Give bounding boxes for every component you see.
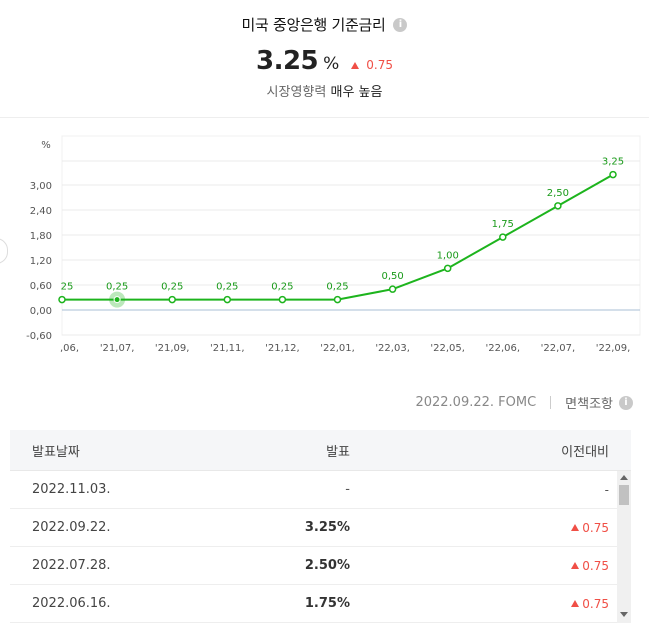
data-label: 0,25 xyxy=(271,282,293,293)
data-point xyxy=(333,295,342,304)
row-change: - xyxy=(604,482,609,497)
row-change-value: 0.75 xyxy=(582,520,609,535)
y-tick-label: 2,40 xyxy=(30,206,52,217)
data-label: 0,25 xyxy=(326,282,348,293)
y-tick-label: 0,00 xyxy=(30,306,52,317)
header-change: 이전대비 xyxy=(561,444,609,460)
y-tick-label: 1,20 xyxy=(30,256,52,267)
data-point xyxy=(168,295,176,304)
up-arrow-icon xyxy=(351,62,360,69)
data-label: 0,25 xyxy=(216,282,238,293)
header-date: 발표날짜 xyxy=(32,444,80,460)
data-label: 3,25 xyxy=(602,157,624,168)
table-scrollbar[interactable] xyxy=(617,471,631,623)
data-point xyxy=(58,295,66,304)
source-meeting: 2022.09.22. FOMC xyxy=(415,395,537,410)
x-tick-label: '21,11, xyxy=(210,343,245,354)
up-arrow-icon xyxy=(571,599,580,607)
row-change: 0.75 xyxy=(350,559,631,573)
header-value: 발표 xyxy=(326,444,350,460)
table-row: 2022.07.28. 2.50% 0.75 xyxy=(10,547,631,585)
disclaimer-link[interactable]: 면책조항 xyxy=(565,397,613,412)
scroll-down-icon[interactable] xyxy=(620,612,628,617)
y-axis-unit: % xyxy=(41,140,51,151)
scroll-up-icon[interactable] xyxy=(620,475,628,480)
rate-header: 미국 중앙은행 기준금리 i 3.25 % 0.75 시장영향력 매우 높음 xyxy=(0,0,649,117)
influence-label: 시장영향력 xyxy=(266,85,327,100)
data-label: 1,75 xyxy=(492,219,514,230)
y-tick-label: 0,60 xyxy=(30,281,52,292)
influence-value: 매우 높음 xyxy=(330,85,383,100)
y-tick-label: -0,60 xyxy=(26,331,52,342)
x-tick-label: '22,09, xyxy=(596,343,631,354)
row-value: - xyxy=(345,482,350,497)
up-arrow-icon xyxy=(571,561,580,569)
data-label: 0,25 xyxy=(106,282,128,293)
data-point xyxy=(278,295,287,304)
data-point xyxy=(113,296,121,304)
x-tick-label: '21,07, xyxy=(100,343,135,354)
row-date: 2022.11.03. xyxy=(32,482,111,497)
x-tick-label: '22,05, xyxy=(430,343,465,354)
data-point xyxy=(499,233,507,241)
row-value: 1.75% xyxy=(304,596,350,611)
title-row: 미국 중앙은행 기준금리 i xyxy=(0,14,649,35)
rate-unit: % xyxy=(323,54,340,74)
data-label: 1,00 xyxy=(437,250,459,261)
market-influence: 시장영향력 매우 높음 xyxy=(0,81,649,100)
data-label: 0,50 xyxy=(381,271,403,282)
table-row: 2022.06.16. 1.75% 0.75 xyxy=(10,585,631,623)
row-change: 0.75 xyxy=(350,521,631,535)
table-row: 2022.11.03. - - xyxy=(10,471,631,509)
info-icon[interactable]: i xyxy=(393,17,408,32)
chart-area: % 3,00 2,40 1,80 1,20 0,60 0,00 -0,60 ,06, '21,07… xyxy=(0,117,649,384)
row-value: 3.25% xyxy=(304,520,350,535)
page-title: 미국 중앙은행 기준금리 xyxy=(241,16,386,34)
data-point xyxy=(223,295,232,304)
data-label: 2,50 xyxy=(547,188,569,199)
data-label: 25 xyxy=(61,282,74,293)
rate-line-chart: % 3,00 2,40 1,80 1,20 0,60 0,00 -0,60 ,06, '21,07… xyxy=(26,135,641,354)
row-change-value: 0.75 xyxy=(582,558,609,573)
rate-row: 3.25 % 0.75 xyxy=(0,46,649,76)
x-tick-label: '22,07, xyxy=(541,343,576,354)
data-point xyxy=(388,285,397,293)
data-point xyxy=(554,202,562,210)
rate-change: 0.75 xyxy=(366,58,394,72)
row-change: 0.75 xyxy=(350,597,631,611)
table-row: 2022.09.22. 3.25% 0.75 xyxy=(10,509,631,547)
x-tick-label: '21,12, xyxy=(265,343,300,354)
data-label: 0,25 xyxy=(161,282,183,293)
announcement-table: 발표날짜 발표 이전대비 2022.11.03. - - 2022.09.22.… xyxy=(10,430,631,623)
scroll-thumb[interactable] xyxy=(619,485,629,505)
data-point xyxy=(609,170,617,179)
divider xyxy=(550,396,552,409)
x-tick-label: '21,09, xyxy=(155,343,190,354)
table-header: 발표날짜 발표 이전대비 xyxy=(10,430,631,471)
info-icon[interactable]: i xyxy=(619,395,633,410)
x-tick-label: '22,03, xyxy=(375,343,410,354)
current-rate: 3.25 xyxy=(255,46,319,76)
up-arrow-icon xyxy=(571,523,580,531)
x-tick-label: ,06, xyxy=(60,343,79,354)
y-tick-label: 3,00 xyxy=(30,181,52,192)
row-change-value: 0.75 xyxy=(582,596,609,611)
x-tick-label: '22,06, xyxy=(486,343,521,354)
row-date: 2022.06.16. xyxy=(32,596,111,611)
y-tick-label: 1,80 xyxy=(30,231,52,242)
row-date: 2022.07.28. xyxy=(32,558,111,573)
source-row: 2022.09.22. FOMC 면책조항 i xyxy=(415,393,633,412)
data-point xyxy=(443,264,452,273)
row-date: 2022.09.22. xyxy=(32,520,111,535)
table-body[interactable]: 2022.11.03. - - 2022.09.22. 3.25% 0.75 2… xyxy=(10,471,631,623)
x-tick-label: '22,01, xyxy=(320,343,355,354)
row-value: 2.50% xyxy=(304,558,350,573)
